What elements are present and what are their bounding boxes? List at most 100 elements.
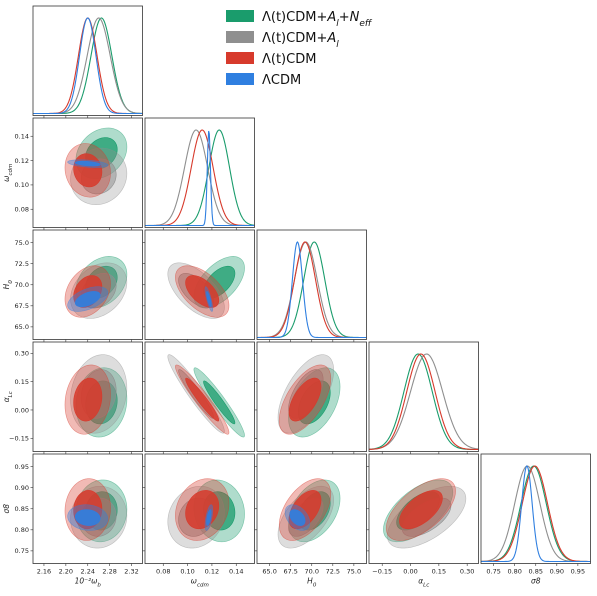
panel-content (167, 354, 245, 438)
panel-frame (368, 341, 479, 452)
y-tick-label: 70.0 (15, 281, 29, 289)
legend-label-main: Λ(t)CDM+ (262, 31, 327, 46)
axis-label-sub: 0 (8, 280, 14, 284)
marginal-curve (33, 17, 143, 115)
legend-label-main: Λ(t)CDM+ (262, 10, 327, 25)
x-tick-label: 0.30 (460, 568, 474, 576)
marginal-curve (257, 241, 367, 339)
contour-68 (206, 291, 212, 308)
y-tick-label: 0.95 (15, 463, 29, 471)
x-tick-label: 0.12 (205, 568, 219, 576)
panel-content (64, 478, 128, 549)
y-tick-label: 0.30 (15, 350, 29, 358)
panel-content (167, 478, 245, 549)
x-tick-label: 65.0 (262, 568, 276, 576)
axis-label-main: σ8 (2, 504, 11, 514)
x-tick-label: 72.5 (326, 568, 340, 576)
axis-label-main: ω (2, 176, 11, 182)
panel-s8-s8: 0.75 0.80 0.85 0.90 0.95 σ8 (480, 453, 591, 586)
y-tick-label: 72.5 (15, 260, 29, 268)
legend-label-main: Λ(t)CDM (262, 52, 316, 67)
contour-68 (399, 490, 443, 530)
panel-content (383, 478, 467, 549)
contour-68 (203, 380, 236, 425)
panel-background (481, 454, 591, 564)
marginal-curve (369, 353, 479, 451)
x-tick-label: −0.15 (372, 568, 392, 576)
y-tick-label: 0.80 (15, 526, 29, 534)
axis-label-main: α (418, 577, 423, 586)
legend-math: A (326, 31, 336, 46)
marginal-curve (145, 130, 255, 227)
contour-68 (289, 509, 306, 526)
legend-entry: Λ(t)CDM+Al+Neff (226, 10, 373, 29)
axis-label-alc: αLc (418, 577, 429, 589)
axis-label-H0: H0 (2, 280, 14, 290)
axis-label-main: 10⁻²ω (75, 577, 98, 586)
axis-label-main: H (307, 577, 313, 586)
panel-content (369, 353, 479, 451)
legend-entry: Λ(t)CDM+Al (226, 31, 339, 50)
y-tick-label: 0.00 (15, 406, 29, 414)
y-tick-label: 0.08 (15, 206, 29, 214)
axis-label-sub: b (97, 583, 101, 589)
panel-content (481, 465, 591, 563)
panel-content (33, 17, 143, 115)
axis-label-s8: σ8 (531, 577, 541, 586)
panel-background (33, 6, 143, 116)
legend-swatch (226, 52, 254, 64)
x-tick-label: 0.85 (529, 568, 543, 576)
contour-68 (185, 377, 220, 422)
axis-label-main: ω (191, 577, 197, 586)
panel-content (277, 478, 341, 549)
y-tick-label: 0.10 (15, 181, 29, 189)
panel-content (145, 129, 255, 227)
axis-label-s8: σ8 (2, 504, 11, 514)
x-tick-label: 0.95 (571, 568, 585, 576)
x-tick-label: 67.5 (283, 568, 297, 576)
contour-68 (74, 291, 101, 308)
marginal-curve (481, 465, 591, 563)
y-tick-label: 0.75 (15, 547, 29, 555)
panel-frame (144, 117, 255, 228)
y-tick-label: 75.0 (15, 239, 29, 247)
legend-label: Λ(t)CDM+Al+Neff (262, 10, 373, 29)
x-tick-label: 75.0 (347, 568, 361, 576)
panel-wb-H0: 65.0 67.5 70.0 72.5 75.0 H0 (2, 229, 143, 342)
y-tick-label: 0.15 (15, 378, 29, 386)
contour-68 (288, 377, 322, 422)
panel-wb-alc: −0.15 0.00 0.15 0.30 αLc (2, 341, 143, 454)
x-tick-label: 2.28 (102, 568, 116, 576)
panel-alc-s8: −0.15 0.00 0.15 0.30 αLc (366, 453, 479, 589)
axis-label-sub: Lc (8, 391, 14, 397)
legend-math-sub: l (336, 40, 339, 50)
contour-68 (74, 509, 101, 526)
legend-label: Λ(t)CDM+Al (262, 31, 339, 50)
x-tick-label: 0.80 (507, 568, 521, 576)
x-tick-label: 0.00 (403, 568, 417, 576)
x-tick-label: 0.10 (180, 568, 194, 576)
panel-H0-s8: 65.0 67.5 70.0 72.5 75.0 H0 (254, 453, 367, 589)
panel-wb-s8: 2.16 2.20 2.24 2.28 2.32 0.75 0.80 0.85 0.90 0.95… (2, 453, 143, 589)
legend-swatch (226, 10, 254, 22)
x-tick-label: 2.24 (81, 568, 95, 576)
y-tick-label: 0.85 (15, 505, 29, 513)
axis-label-alc: αLc (2, 391, 14, 402)
panel-frame (144, 341, 255, 452)
x-tick-label: 2.32 (124, 568, 138, 576)
marginal-curve (481, 465, 591, 563)
axis-label-wb: 10⁻²ωb (75, 577, 102, 589)
y-tick-label: 65.0 (15, 323, 29, 331)
x-tick-label: 0.08 (156, 568, 170, 576)
axis-label-sub: Lc (423, 583, 429, 589)
panel-wb-wb (32, 5, 143, 118)
contour-68 (206, 509, 212, 526)
legend-label: ΛCDM (262, 73, 301, 88)
panel-alc-alc (368, 341, 479, 454)
y-tick-label: 0.14 (15, 133, 29, 141)
y-tick-label: −0.15 (9, 435, 29, 443)
panel-wc-H0 (142, 229, 255, 342)
axis-label-sub: cdm (8, 164, 14, 176)
